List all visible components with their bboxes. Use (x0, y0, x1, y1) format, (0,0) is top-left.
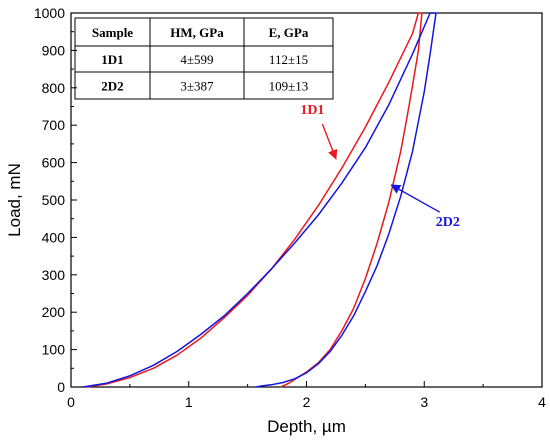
x-tick-label: 2 (303, 394, 311, 410)
y-axis-label: Load, mN (5, 163, 24, 237)
y-tick-label: 200 (42, 304, 66, 320)
table-cell: 3±387 (180, 79, 214, 94)
y-tick-label: 400 (42, 229, 66, 245)
y-tick-label: 700 (42, 117, 66, 133)
x-tick-label: 1 (185, 394, 193, 410)
table-frame (74, 17, 334, 100)
annotation-arrow (390, 184, 441, 213)
series-curve-1d1 (86, 12, 423, 388)
table-header-cell: HM, GPa (170, 25, 224, 40)
table-cell: 4±599 (180, 52, 213, 67)
data-table: Sample HM, GPa E, GPa 1D1 4±599 112±15 2D2 3±38… (74, 17, 334, 100)
x-tick-label: 4 (538, 394, 546, 410)
x-axis-label: Depth, µm (267, 417, 346, 436)
x-tick-label: 3 (420, 394, 428, 410)
y-tick-label: 500 (42, 192, 66, 208)
axes: 0 1 2 3 4 0 100 200 300 400 500 600 700 800 900 1000 Dep… (5, 5, 546, 436)
y-tick-label: 1000 (34, 5, 65, 21)
y-tick-label: 800 (42, 80, 66, 96)
y-tick-label: 900 (42, 42, 66, 58)
table-cell: 1D1 (101, 52, 123, 67)
series-curve-2d2 (82, 12, 437, 388)
y-tick-label: 100 (42, 342, 66, 358)
annotation-arrow (321, 123, 338, 160)
y-tick-label: 300 (42, 267, 66, 283)
table-cell: 109±13 (269, 79, 309, 94)
annotations: 1D1 2D2 (300, 103, 460, 230)
table-cell: 2D2 (101, 79, 123, 94)
annotation-label: 2D2 (436, 215, 460, 230)
table-cell: 112±15 (269, 52, 308, 67)
y-tick-label: 600 (42, 155, 66, 171)
table-header-cell: Sample (92, 25, 133, 40)
x-tick-label: 0 (67, 394, 75, 410)
y-tick-label: 0 (57, 379, 65, 395)
table-header-cell: E, GPa (269, 25, 309, 40)
curves (82, 12, 437, 388)
annotation-label: 1D1 (300, 103, 324, 118)
